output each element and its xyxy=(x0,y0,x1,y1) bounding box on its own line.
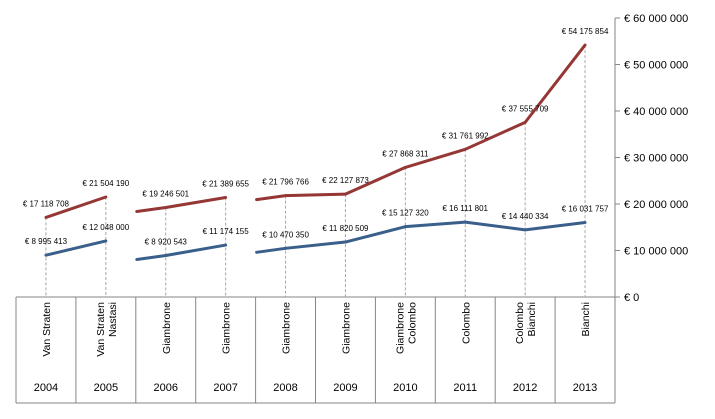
y-tick-label: € 60 000 000 xyxy=(624,13,688,25)
y-tick-label: € 50 000 000 xyxy=(624,60,688,72)
data-label: € 11 820 509 xyxy=(322,224,369,233)
series-0-segment xyxy=(284,192,347,198)
year-label: 2005 xyxy=(94,382,118,394)
series-0-segment xyxy=(523,43,587,124)
category-label: Nastasi xyxy=(107,302,119,337)
series-1-segment xyxy=(523,220,587,232)
y-tick-label: € 30 000 000 xyxy=(624,153,688,165)
category-label: Giambrone xyxy=(394,302,406,354)
year-label: 2008 xyxy=(273,382,297,394)
data-label: € 15 127 320 xyxy=(382,209,429,218)
series-1-segment xyxy=(403,220,467,229)
data-label: € 21 504 190 xyxy=(82,179,129,188)
data-label: € 8 920 543 xyxy=(145,238,188,247)
data-label: € 31 761 992 xyxy=(442,131,489,140)
y-tick-label: € 0 xyxy=(624,292,639,304)
data-label: € 22 127 873 xyxy=(322,176,369,185)
data-label: € 11 174 155 xyxy=(203,227,250,236)
data-label: € 16 111 801 xyxy=(442,204,488,213)
year-label: 2012 xyxy=(513,382,537,394)
data-label: € 10 470 350 xyxy=(262,230,309,239)
year-label: 2013 xyxy=(573,382,597,394)
year-label: 2007 xyxy=(213,382,237,394)
category-label: Giambrone xyxy=(161,302,173,354)
category-label: Giambrone xyxy=(221,302,233,354)
category-label: Giambrone xyxy=(281,302,293,354)
series-1-segment xyxy=(44,239,108,257)
year-label: 2010 xyxy=(393,382,417,394)
category-label: Colombo xyxy=(460,302,472,344)
series-0-segment xyxy=(343,165,407,196)
data-label: € 14 440 334 xyxy=(502,212,549,221)
category-label: Van Straten xyxy=(41,302,53,357)
data-label: € 21 389 655 xyxy=(202,180,249,189)
series-1-segment xyxy=(135,254,168,262)
category-label: Bianchi xyxy=(580,302,592,336)
year-label: 2004 xyxy=(34,382,58,394)
data-label: € 17 118 708 xyxy=(23,199,70,208)
series-0-segment xyxy=(135,206,168,214)
series-1-segment xyxy=(284,240,347,250)
y-tick-label: € 20 000 000 xyxy=(624,199,688,211)
series-0-segment xyxy=(463,120,527,151)
category-label: Van Straten xyxy=(95,302,107,357)
series-1-segment xyxy=(255,246,288,254)
series-1-segment xyxy=(463,220,527,232)
category-label: Bianchi xyxy=(526,302,538,336)
y-tick-label: € 40 000 000 xyxy=(624,106,688,118)
data-label: € 19 246 501 xyxy=(142,190,189,199)
data-label: € 8 995 413 xyxy=(25,237,68,246)
year-label: 2011 xyxy=(453,382,477,394)
data-label: € 16 031 757 xyxy=(562,204,609,213)
category-label: Giambrone xyxy=(340,302,352,354)
data-label: € 12 048 000 xyxy=(82,223,129,232)
year-label: 2006 xyxy=(154,382,178,394)
series-1-segment xyxy=(343,225,407,244)
series-0-segment xyxy=(44,195,108,219)
series-1-segment xyxy=(164,243,228,258)
series-0-segment xyxy=(403,147,467,169)
data-label: € 37 555 709 xyxy=(502,104,549,113)
year-label: 2009 xyxy=(333,382,357,394)
series-0-segment xyxy=(255,194,288,202)
data-label: € 27 868 311 xyxy=(382,149,429,158)
series-0-segment xyxy=(164,196,228,210)
data-label: € 21 796 766 xyxy=(262,178,309,187)
data-label: € 54 175 854 xyxy=(562,27,609,36)
category-label: Colombo xyxy=(514,302,526,344)
y-tick-label: € 10 000 000 xyxy=(624,246,688,258)
category-label: Colombo xyxy=(406,302,418,344)
